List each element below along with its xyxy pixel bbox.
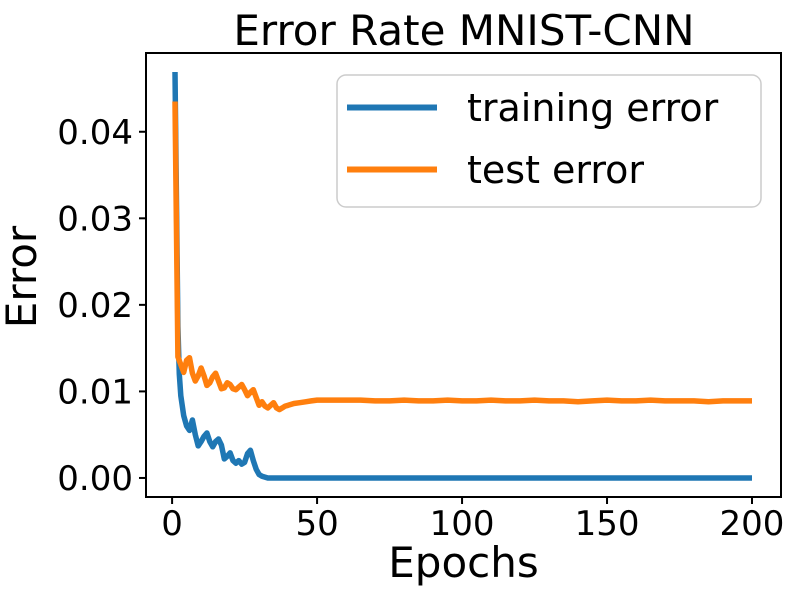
x-tick-label: 100	[430, 504, 495, 544]
legend-label-training: training error	[467, 86, 719, 130]
x-axis-label: Epochs	[388, 538, 539, 587]
test-error-line	[172, 101, 752, 413]
legend: training error test error	[336, 74, 762, 208]
legend-box	[336, 74, 762, 208]
legend-label-test: test error	[467, 148, 644, 192]
y-tick-label: 0.00	[57, 459, 133, 499]
y-tick-label: 0.03	[57, 199, 133, 239]
x-tick-label: 50	[295, 504, 338, 544]
y-tick-label: 0.01	[57, 372, 133, 412]
x-axis-ticks: 0 50 100 150 200	[161, 497, 784, 544]
y-axis-ticks: 0.00 0.01 0.02 0.03 0.04	[57, 113, 146, 499]
x-tick-label: 200	[720, 504, 785, 544]
training-error-line	[172, 71, 752, 481]
y-axis-label: Error	[0, 225, 46, 328]
chart-title: Error Rate MNIST-CNN	[233, 6, 694, 55]
x-tick-label: 0	[161, 504, 183, 544]
y-tick-label: 0.02	[57, 286, 133, 326]
y-tick-label: 0.04	[57, 113, 133, 153]
x-tick-label: 150	[575, 504, 640, 544]
